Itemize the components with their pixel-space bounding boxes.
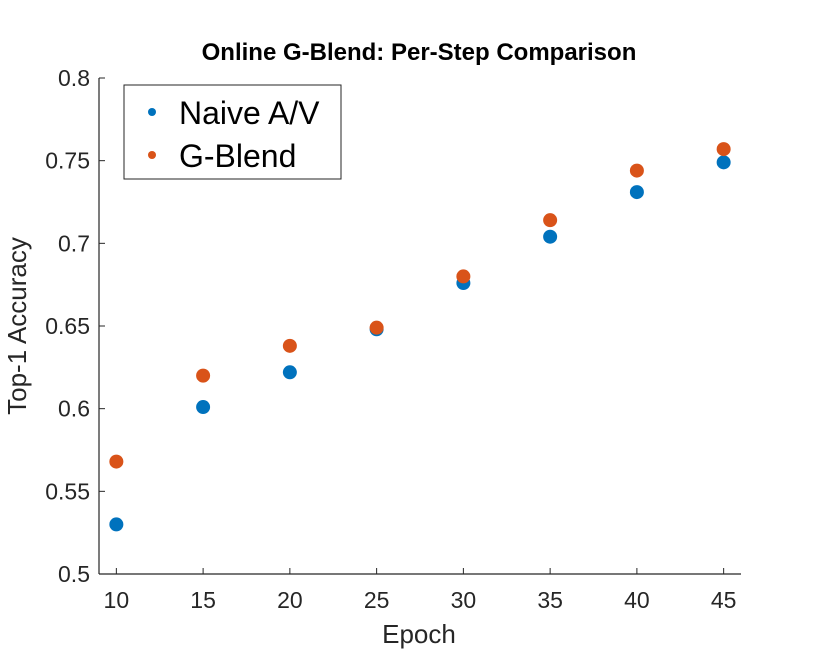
data-point-gblend xyxy=(456,269,471,284)
legend-label-naive: Naive A/V xyxy=(179,95,320,131)
x-tick-label: 10 xyxy=(104,587,130,613)
data-point-gblend xyxy=(629,163,644,178)
x-tick-label: 45 xyxy=(711,587,737,613)
y-tick-group: 0.5 0.55 0.6 0.65 0.7 0.75 0.8 xyxy=(45,65,105,587)
y-tick-label: 0.5 xyxy=(58,561,90,587)
data-point-gblend xyxy=(716,142,731,157)
y-tick-label: 0.65 xyxy=(45,313,90,339)
y-tick-label: 0.8 xyxy=(58,65,90,91)
data-point-naive xyxy=(543,229,558,244)
x-tick-group: 10 15 20 25 30 35 40 45 xyxy=(104,568,737,613)
chart-title: Online G-Blend: Per-Step Comparison xyxy=(202,39,637,66)
data-points xyxy=(109,142,731,532)
legend-box xyxy=(123,84,342,180)
y-tick-label: 0.75 xyxy=(45,148,90,174)
legend: Naive A/V G-Blend xyxy=(123,84,342,180)
data-point-gblend xyxy=(196,368,211,383)
data-point-gblend xyxy=(282,338,297,353)
y-tick-label: 0.6 xyxy=(58,396,90,422)
x-tick-label: 40 xyxy=(624,587,650,613)
x-tick-label: 35 xyxy=(537,587,563,613)
data-point-naive xyxy=(282,365,297,380)
data-point-gblend xyxy=(369,320,384,335)
y-tick-label: 0.55 xyxy=(45,478,90,504)
x-tick-label: 30 xyxy=(451,587,477,613)
legend-marker-naive xyxy=(148,108,156,116)
data-point-gblend xyxy=(109,454,124,469)
legend-marker-gblend xyxy=(148,151,156,159)
legend-label-gblend: G-Blend xyxy=(179,138,296,174)
y-axis-label: Top-1 Accuracy xyxy=(2,237,32,415)
data-point-gblend xyxy=(543,213,558,228)
x-tick-label: 15 xyxy=(190,587,216,613)
data-point-naive xyxy=(196,400,211,415)
x-tick-label: 20 xyxy=(277,587,303,613)
x-axis-label: Epoch xyxy=(382,619,456,649)
data-point-naive xyxy=(716,155,731,170)
data-point-naive xyxy=(629,185,644,200)
y-tick-label: 0.7 xyxy=(58,230,90,256)
data-point-naive xyxy=(109,517,124,532)
x-tick-label: 25 xyxy=(364,587,390,613)
